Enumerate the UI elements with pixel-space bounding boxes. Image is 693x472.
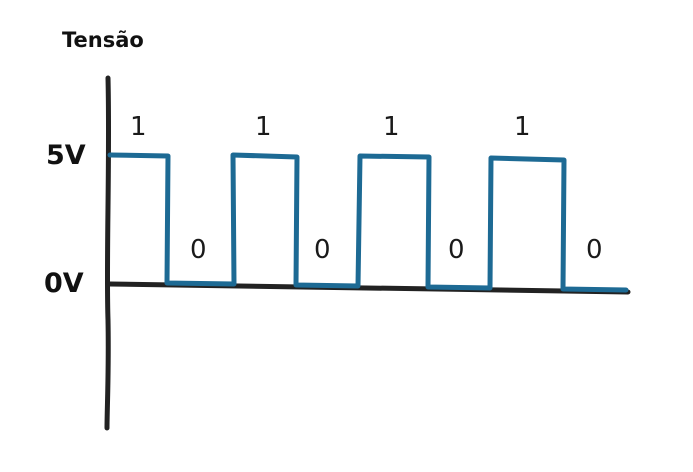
bit-label: 1: [514, 112, 531, 142]
level-label-5v: 5V: [46, 140, 86, 171]
bit-label: 0: [190, 235, 207, 265]
bit-label: 1: [130, 112, 147, 142]
vertical-axis: [104, 75, 112, 431]
level-label-0v: 0V: [44, 268, 84, 299]
bit-label: 0: [586, 235, 603, 265]
bit-label: 0: [448, 235, 465, 265]
voltage-axis-title: Tensão: [62, 28, 144, 52]
bit-label: 1: [255, 112, 272, 142]
square-wave-signal: [107, 152, 629, 293]
bit-label: 0: [314, 235, 331, 265]
bit-label: 1: [383, 112, 400, 142]
